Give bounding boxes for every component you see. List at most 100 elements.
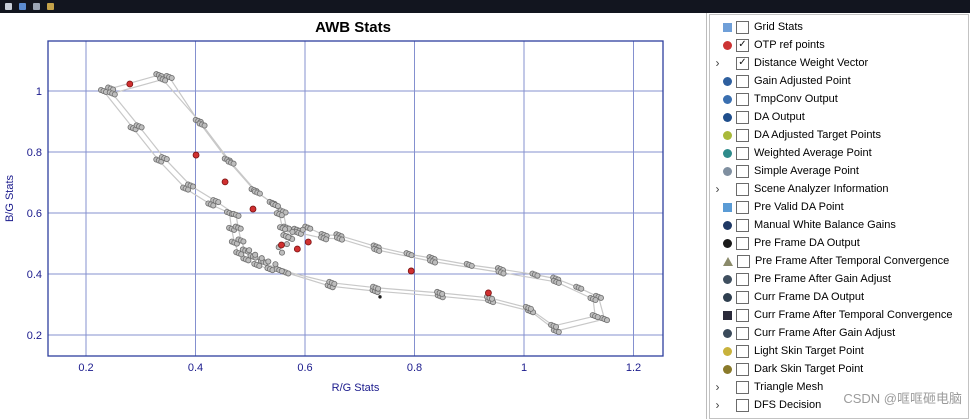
watermark: CSDN @哐哐砸电脑 — [843, 391, 962, 406]
layer-row[interactable]: DA Adjusted Target Points — [712, 126, 968, 144]
layer-row[interactable]: Curr Frame DA Output — [712, 288, 968, 306]
layer-checkbox[interactable] — [736, 380, 749, 394]
layer-marker-icon — [723, 364, 732, 374]
layer-label: Scene Analyzer Information — [754, 183, 889, 195]
layer-marker-icon — [723, 94, 732, 104]
layer-label: Light Skin Target Point — [754, 345, 864, 357]
x-axis-title: R/G Stats — [332, 382, 380, 394]
layer-row[interactable]: Light Skin Target Point — [712, 342, 968, 360]
layer-row[interactable]: Pre Valid DA Point — [712, 198, 968, 216]
layer-marker-icon — [723, 346, 732, 356]
layer-row[interactable]: › Triangle Mesh — [712, 378, 968, 396]
layer-checkbox[interactable] — [736, 182, 749, 196]
layer-marker-icon — [723, 328, 732, 338]
layer-row[interactable]: Pre Frame DA Output — [712, 234, 968, 252]
layer-label: DA Output — [754, 111, 805, 123]
expand-chevron-icon[interactable]: › — [715, 380, 720, 394]
layer-checkbox[interactable] — [736, 362, 749, 376]
svg-text:0.2: 0.2 — [78, 362, 93, 374]
layer-checkbox[interactable] — [736, 290, 749, 304]
layer-checkbox[interactable] — [736, 146, 749, 160]
y-axis-title: B/G Stats — [4, 174, 16, 222]
otp-ref-points — [126, 80, 492, 297]
layer-label: Weighted Average Point — [754, 147, 872, 159]
svg-text:0.2: 0.2 — [27, 330, 42, 342]
plot-border — [47, 40, 664, 357]
layer-row[interactable]: DA Output — [712, 108, 968, 126]
layer-marker-icon — [723, 130, 732, 140]
layer-checkbox[interactable] — [737, 254, 750, 268]
layer-marker-icon — [723, 22, 732, 32]
layer-marker-icon — [723, 256, 733, 266]
layer-label: Curr Frame After Temporal Convergence — [754, 309, 953, 321]
window-titlebar — [0, 0, 970, 13]
svg-text:0.6: 0.6 — [27, 208, 42, 220]
svg-text:0.4: 0.4 — [188, 362, 203, 374]
axis-tick-labels: 0.2 0.4 0.6 0.8 1 1.2 0.2 0.4 0.6 0.8 1 — [27, 86, 641, 374]
layer-checkbox[interactable] — [736, 128, 749, 142]
layer-row[interactable]: Manual White Balance Gains — [712, 216, 968, 234]
chart-panel: 0.2 0.4 0.6 0.8 1 1.2 0.2 0.4 0.6 0.8 1 R/G Stats B/… — [0, 13, 707, 419]
layer-label: Dark Skin Target Point — [754, 363, 864, 375]
layer-label: TmpConv Output — [754, 93, 838, 105]
titlebar-icon[interactable] — [47, 3, 54, 10]
layer-row[interactable]: Curr Frame After Temporal Convergence — [712, 306, 968, 324]
layer-checkbox[interactable] — [736, 218, 749, 232]
layer-row[interactable]: › DFS Decision — [712, 396, 968, 414]
layer-marker-icon — [723, 238, 732, 248]
layer-row[interactable]: Pre Frame After Temporal Convergence — [712, 252, 968, 270]
expand-chevron-icon[interactable]: › — [715, 398, 720, 412]
layer-marker-icon — [723, 220, 732, 230]
titlebar-icon[interactable] — [5, 3, 12, 10]
extra-point — [378, 295, 382, 299]
layer-checkbox[interactable] — [736, 308, 749, 322]
layer-checkbox[interactable] — [736, 326, 749, 340]
layer-marker-icon — [723, 112, 732, 122]
layer-checkbox[interactable] — [736, 92, 749, 106]
layer-marker-icon — [723, 40, 732, 50]
layer-checkbox[interactable]: ✓ — [736, 38, 749, 52]
layer-label: Gain Adjusted Point — [754, 75, 851, 87]
layer-row[interactable]: › ✓ Distance Weight Vector — [712, 54, 968, 72]
svg-text:1: 1 — [521, 362, 527, 374]
expand-chevron-icon[interactable]: › — [715, 182, 720, 196]
layer-row[interactable]: ✓ OTP ref points — [712, 36, 968, 54]
titlebar-icon[interactable] — [19, 3, 26, 10]
layer-checkbox[interactable] — [736, 344, 749, 358]
layer-row[interactable]: Grid Stats — [712, 18, 968, 36]
layer-row[interactable]: Weighted Average Point — [712, 144, 968, 162]
svg-text:0.4: 0.4 — [27, 269, 42, 281]
layer-label: Curr Frame DA Output — [754, 291, 865, 303]
layer-checkbox[interactable] — [736, 236, 749, 250]
layer-checkbox[interactable] — [736, 200, 749, 214]
layer-row[interactable]: Dark Skin Target Point — [712, 360, 968, 378]
layer-checkbox[interactable] — [736, 74, 749, 88]
layer-label: Grid Stats — [754, 21, 803, 33]
layer-row[interactable]: Gain Adjusted Point — [712, 72, 968, 90]
layer-checkbox[interactable]: ✓ — [736, 56, 749, 70]
layer-checkbox[interactable] — [736, 164, 749, 178]
layer-checkbox[interactable] — [736, 20, 749, 34]
titlebar-icon[interactable] — [33, 3, 40, 10]
layer-list-panel: Grid Stats ✓ OTP ref points › ✓ Distance… — [709, 14, 969, 419]
layer-row[interactable]: Simple Average Point — [712, 162, 968, 180]
layer-label: DA Adjusted Target Points — [754, 129, 881, 141]
svg-text:0.8: 0.8 — [407, 362, 422, 374]
layer-row[interactable]: › Scene Analyzer Information — [712, 180, 968, 198]
layer-checkbox[interactable] — [736, 110, 749, 124]
layer-marker-icon — [723, 166, 732, 176]
layer-row[interactable]: TmpConv Output — [712, 90, 968, 108]
svg-text:1.2: 1.2 — [626, 362, 641, 374]
layer-checkbox[interactable] — [736, 272, 749, 286]
layer-checkbox[interactable] — [736, 398, 749, 412]
layer-label: Triangle Mesh — [754, 381, 824, 393]
layer-label: DFS Decision — [754, 399, 822, 411]
layer-row[interactable]: Pre Frame After Gain Adjust — [712, 270, 968, 288]
expand-chevron-icon[interactable]: › — [715, 56, 720, 70]
distance-weight-vector-points — [98, 71, 610, 336]
layer-row[interactable]: Curr Frame After Gain Adjust — [712, 324, 968, 342]
layer-marker-icon — [723, 202, 732, 212]
awb-stats-chart[interactable]: 0.2 0.4 0.6 0.8 1 1.2 0.2 0.4 0.6 0.8 1 R/G Stats B/… — [0, 13, 706, 419]
svg-text:0.8: 0.8 — [27, 147, 42, 159]
